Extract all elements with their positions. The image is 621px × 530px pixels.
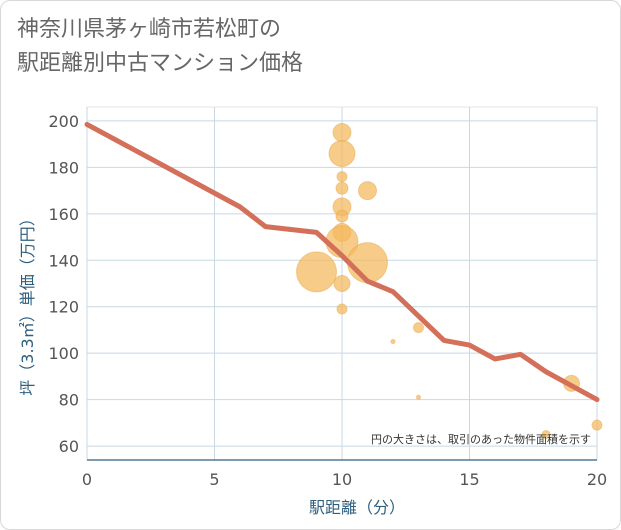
bubble-point-0: [332, 123, 352, 143]
y-tick-label-120: 120: [48, 298, 79, 317]
bubble-point-3: [335, 181, 349, 195]
bubble-point-16: [541, 429, 551, 439]
bubble-point-9: [336, 303, 348, 315]
bubble-point-18: [591, 419, 603, 431]
chart-title-line-1: 神奈川県茅ヶ崎市若松町の: [17, 17, 282, 42]
bubble-point-1: [328, 139, 356, 167]
bubble-point-15: [416, 394, 421, 400]
average-line-series: [84, 121, 600, 403]
y-tick-label-140: 140: [48, 251, 79, 270]
average-price-line: [84, 121, 600, 403]
x-tick-label-20: 20: [587, 470, 607, 489]
x-tick-label-0: 0: [82, 470, 92, 489]
x-tick-labels: 0 5 10 15 20: [82, 470, 607, 489]
size-annotation: 円の大きさは、取引のあった物件面積を示す: [371, 432, 591, 446]
y-axis-title: 坪（3.3㎡）単価（万円）: [18, 210, 37, 395]
bubble-point-5: [335, 209, 349, 223]
bubble-point-8: [333, 275, 351, 292]
bubble-point-13: [390, 339, 396, 345]
x-tick-label-10: 10: [332, 470, 352, 489]
bubble-point-12: [347, 242, 388, 284]
y-tick-label-100: 100: [48, 344, 79, 363]
y-tick-label-200: 200: [48, 112, 79, 131]
x-tick-label-5: 5: [209, 470, 219, 489]
y-tick-label-80: 80: [59, 391, 79, 410]
chart-title: 神奈川県茅ヶ崎市若松町の 駅距離別中古マンション価格: [17, 13, 303, 81]
bubble-point-2: [336, 171, 348, 183]
y-tick-label-160: 160: [48, 205, 79, 224]
x-axis-title: 駅距離（分）: [309, 498, 405, 517]
chart-title-line-2: 駅距離別中古マンション価格: [17, 51, 304, 76]
bubble-point-10: [296, 251, 337, 293]
x-tick-label-15: 15: [459, 470, 479, 489]
bubble-point-11: [358, 181, 377, 201]
bubble-point-14: [413, 322, 424, 334]
y-tick-label-180: 180: [48, 158, 79, 177]
y-tick-label-60: 60: [59, 437, 79, 456]
y-tick-labels: 60 80 100 120 140 160 180 200: [48, 112, 79, 456]
